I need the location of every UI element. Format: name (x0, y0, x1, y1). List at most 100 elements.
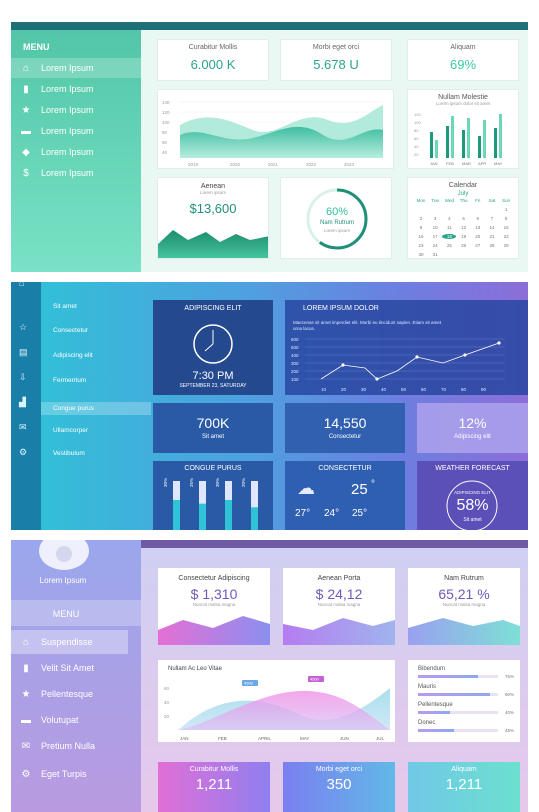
calendar-day[interactable]: 9 (419, 225, 423, 230)
sidebar-item-2[interactable]: ▮ Velit Sit Amet (11, 656, 141, 680)
stat-label: Aenean Porta (317, 575, 361, 582)
progress-card: Bibendum 75% Mauris 90% Pellentesque 40% Donec… (408, 660, 520, 742)
calendar-day[interactable]: 16 (418, 234, 424, 239)
calendar-day[interactable]: 27 (475, 243, 481, 248)
chat-icon: ▬ (21, 714, 31, 726)
sidebar-item-5[interactable]: Congue purus (41, 402, 151, 415)
forecast-sub: Sit amet (463, 517, 482, 523)
x-tick: 70 (441, 387, 447, 392)
mail-icon: ✉ (21, 740, 31, 752)
calendar-day[interactable]: 4 (448, 216, 451, 221)
progress-value: 75% (504, 674, 514, 679)
stat-value: 6.000 K (190, 57, 236, 72)
calendar-day[interactable]: 24 (432, 243, 438, 248)
calendar-day[interactable]: 15 (503, 225, 509, 230)
calendar-day[interactable]: 18 (442, 234, 457, 239)
calendar-day[interactable]: 2 (419, 216, 423, 221)
calendar-day[interactable]: 6 (476, 216, 480, 221)
menu-header (11, 600, 141, 626)
mail-icon[interactable]: ✉ (19, 422, 27, 432)
calendar-day[interactable]: 19 (461, 234, 467, 239)
area-chart-card: 140 120 100 80 60 40 2019 2020 2021 2022… (157, 89, 394, 169)
y-tick: 20 (414, 152, 419, 157)
tile-title: LOREM IPSUM DOLOR (303, 305, 379, 312)
y-tick: 60 (164, 686, 170, 691)
x-tick: 10 (321, 387, 327, 392)
sidebar-item-3[interactable]: ★ Lorem Ipsum (11, 100, 141, 120)
calendar-day[interactable]: 7 (490, 216, 494, 221)
home-icon[interactable]: ⌂ (19, 282, 25, 288)
sidebar-item-6[interactable]: Ullamcorper (53, 427, 89, 434)
card-subtitle: Lorem ipsum dolor sit amet (435, 101, 491, 106)
inbox-icon[interactable]: ⇩ (19, 372, 27, 382)
stat-label: Nam Rutrum (444, 575, 484, 582)
sidebar-item-4[interactable]: ▬ Lorem Ipsum (11, 121, 141, 141)
calendar-day[interactable]: 25 (446, 243, 452, 248)
calendar-day[interactable]: 11 (447, 225, 452, 230)
mini-area-chart (158, 230, 268, 258)
x-tick: JUN (340, 736, 349, 741)
line-chart: 600 500 400 300 200 100 10 20 30 40 50 6… (291, 337, 505, 392)
sidebar-item-1[interactable]: ⌂ Lorem Ipsum (11, 58, 141, 78)
sidebar-item-1[interactable]: ⌂ Suspendisse (11, 630, 128, 654)
dollar-icon: $ (23, 167, 29, 179)
value-tag (242, 680, 258, 686)
sidebar-item-2[interactable]: Consectetur (53, 327, 89, 334)
calendar-weekday: Thu (459, 198, 468, 203)
calendar-day[interactable]: 5 (462, 216, 465, 221)
forecast-label: ADIPISCING ELIT (454, 490, 491, 495)
y-tick: 140 (162, 100, 170, 105)
tile-label: Sit amet (201, 434, 224, 440)
calendar-day[interactable]: 13 (475, 225, 481, 230)
calendar-day[interactable]: 26 (461, 243, 467, 248)
sidebar-item-5[interactable]: ✉ Pretium Nulla (11, 734, 141, 758)
calendar-day[interactable]: 23 (418, 243, 424, 248)
avatar[interactable] (39, 540, 89, 570)
calendar-day[interactable]: 17 (432, 234, 438, 239)
clock-date: SEPTEMBER 23, SATURDAY (179, 383, 247, 389)
chart-icon[interactable]: ▟ (19, 397, 26, 407)
calendar-day[interactable]: 31 (432, 252, 438, 257)
calendar-day[interactable]: 8 (504, 216, 508, 221)
calendar-day[interactable]: 12 (461, 225, 467, 230)
y-tick: 40 (164, 700, 170, 705)
sidebar-item-6[interactable]: ⚙ Eget Turpis (11, 762, 141, 786)
calendar-day[interactable]: 14 (489, 225, 495, 230)
calendar-day[interactable]: 30 (418, 252, 424, 257)
sidebar-item-1[interactable]: Sit amet (53, 303, 77, 310)
calendar-day[interactable]: 22 (503, 234, 509, 239)
sidebar-item-4[interactable]: Fermentum (53, 377, 87, 384)
star-icon[interactable]: ☆ (19, 322, 28, 332)
calendar-day[interactable]: 3 (433, 216, 437, 221)
sidebar-item-2[interactable]: ▮ Lorem Ipsum (11, 79, 141, 99)
progress-track (418, 729, 498, 732)
calendar-day[interactable]: 21 (489, 234, 495, 239)
donut-card: 60% Nam Rutrum Lorem ipsum (280, 177, 392, 259)
sidebar-item-5[interactable]: ◆ Lorem Ipsum (11, 142, 141, 162)
calendar-day[interactable]: 10 (432, 225, 438, 230)
stat-value: $ 1,310 (190, 586, 238, 602)
gear-icon[interactable]: ⚙ (19, 447, 28, 457)
sidebar-item-7[interactable]: Vestibulum (53, 450, 85, 457)
calendar-month[interactable]: July (457, 191, 469, 197)
calendar-day[interactable]: 29 (503, 243, 509, 248)
sidebar-item-6[interactable]: $ Lorem Ipsum (11, 163, 141, 183)
sidebar-item-4[interactable]: ▬ Volutupat (11, 708, 141, 732)
sidebar-item-3[interactable]: ★ Pellentesque (11, 682, 141, 706)
calendar-weekday: Sat (488, 198, 496, 203)
value-tile-2: 14,550 Consectetur (285, 403, 405, 453)
sidebar-item-3[interactable]: Adipiscing elit (53, 352, 93, 359)
tile-label: Consectetur (328, 434, 362, 440)
document-icon[interactable]: ▤ (19, 347, 28, 357)
x-tick: MAY (494, 161, 503, 166)
calendar-day[interactable]: 20 (475, 234, 481, 239)
y-tick: 120 (162, 110, 170, 115)
calendar-day[interactable]: 1 (504, 207, 508, 212)
donut-chart (306, 188, 368, 250)
stat-card-2: Aenean Porta $ 24,12 Nuncat malsa magna (283, 568, 395, 645)
calendar-day[interactable]: 28 (489, 243, 495, 248)
progress-value: 45% (504, 728, 514, 733)
cloud-rain-icon: ☁ (297, 478, 315, 498)
tile-title: ADIPISCING ELIT (184, 305, 242, 312)
x-tick: MAY (300, 736, 309, 741)
